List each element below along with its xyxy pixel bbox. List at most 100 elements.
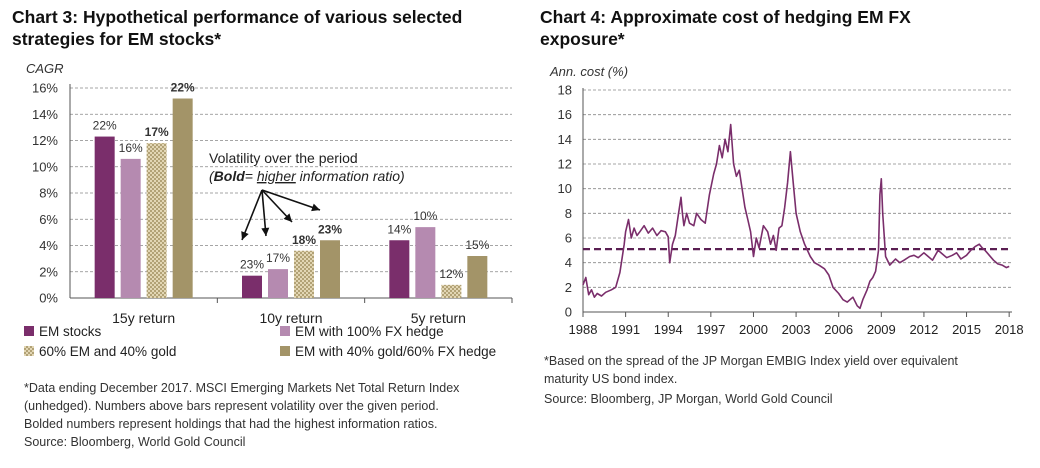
x-tick-label: 2000	[739, 322, 768, 337]
annotation-line-2: (Bold= higher information ratio)	[209, 168, 405, 184]
y-tick-label: 6	[565, 231, 572, 246]
y-axis-label: Ann. cost (%)	[549, 64, 628, 79]
annotation-underline: higher	[257, 168, 297, 184]
legend-label: EM stocks	[39, 324, 102, 339]
y-tick-label: 8%	[39, 186, 58, 201]
bar-data-label: 23%	[318, 222, 342, 236]
arrow-head	[241, 231, 249, 240]
y-tick-label: 14	[558, 132, 572, 147]
y-tick-label: 10	[558, 181, 572, 196]
annotation-open: (	[209, 168, 215, 184]
line-chart: Ann. cost (%) 0 2 4 6 8 10 12 14 16 18 1988 1991 1994…	[549, 64, 1024, 337]
bar-data-label: 12%	[439, 267, 463, 281]
annotation-arrow	[261, 189, 321, 211]
bar-data-label: 17%	[145, 125, 169, 139]
legend-swatch	[280, 346, 290, 356]
bar	[172, 98, 193, 298]
bar-data-label: 10%	[413, 209, 437, 223]
y-tick-label: 6%	[39, 212, 58, 227]
chart-3-footnote-line-3: Bolded numbers represent holdings that h…	[24, 417, 438, 431]
arrow-head	[283, 213, 292, 222]
chart-3-title-line-2: strategies for EM stocks*	[12, 29, 222, 49]
legend-swatch	[280, 326, 290, 336]
bar	[320, 240, 340, 298]
x-tick-label: 2012	[909, 322, 938, 337]
y-tick-label: 18	[558, 83, 572, 98]
x-tick-label: 15y return	[112, 310, 175, 326]
bar-data-label: 16%	[119, 141, 143, 155]
chart-4-title-line-2: exposure*	[540, 29, 625, 49]
y-tick-label: 4%	[39, 238, 58, 253]
annotation-eq: =	[245, 168, 257, 184]
chart-4-footnote-line-1: *Based on the spread of the JP Morgan EM…	[544, 354, 958, 368]
x-tick-label: 2006	[824, 322, 853, 337]
bar	[389, 240, 410, 298]
chart-3-title: Chart 3: Hypothetical performance of var…	[12, 6, 522, 50]
x-tick-label: 1997	[696, 322, 725, 337]
chart-3-footnote-line-2: (unhedged). Numbers above bars represent…	[24, 399, 439, 413]
y-tick-label: 10%	[32, 159, 58, 174]
x-tick-label: 1991	[611, 322, 640, 337]
bar-data-label: 22%	[93, 119, 117, 133]
y-tick-label: 0%	[39, 291, 58, 306]
chart-4-footnote: *Based on the spread of the JP Morgan EM…	[544, 352, 1024, 408]
y-tick-label: 2%	[39, 264, 58, 279]
legend-swatch	[24, 326, 34, 336]
arrow-head	[311, 203, 320, 212]
bar-data-label: 17%	[266, 251, 290, 265]
x-tick-label: 2015	[952, 322, 981, 337]
bar-data-label: 22%	[171, 81, 195, 95]
legend-swatch	[24, 346, 34, 356]
arrow-head	[261, 227, 270, 236]
x-tick-label: 2003	[782, 322, 811, 337]
y-tick-label: 2	[565, 280, 572, 295]
legend-label: EM with 40% gold/60% FX hedge	[295, 344, 496, 359]
annotation-line-1: Volatility over the period	[209, 150, 358, 166]
chart-4-source: Source: Bloomberg, JP Morgan, World Gold…	[544, 392, 833, 406]
x-tick-label: 5y return	[411, 310, 466, 326]
chart-3-source: Source: Bloomberg, World Gold Council	[24, 435, 246, 449]
bar-data-label: 15%	[465, 238, 489, 252]
annotation-rest: information ratio)	[296, 168, 405, 184]
y-tick-label: 12%	[32, 133, 58, 148]
y-axis-label: CAGR	[26, 61, 64, 76]
y-tick-label: 0	[565, 305, 572, 320]
x-tick-label: 2009	[867, 322, 896, 337]
annotation-bold: Bold	[214, 168, 246, 184]
chart-4-footnote-line-2: maturity US bond index.	[544, 372, 678, 386]
chart-3-footnote: *Data ending December 2017. MSCI Emergin…	[24, 379, 524, 451]
bar	[94, 136, 115, 298]
y-tick-label: 14%	[32, 107, 58, 122]
chart-4-panel: Chart 4: Approximate cost of hedging EM …	[540, 0, 1040, 468]
bar-data-label: 23%	[240, 258, 264, 272]
bar	[415, 227, 436, 298]
chart-3-title-line-1: Chart 3: Hypothetical performance of var…	[12, 7, 463, 27]
chart-3-footnote-line-1: *Data ending December 2017. MSCI Emergin…	[24, 381, 460, 395]
y-tick-label: 16	[558, 107, 572, 122]
x-tick-label: 1988	[569, 322, 598, 337]
x-tick-label: 2018	[995, 322, 1024, 337]
annotation-arrow	[241, 189, 263, 241]
y-tick-label: 12	[558, 157, 572, 172]
bar-data-label: 14%	[387, 222, 411, 236]
x-tick-label: 1994	[654, 322, 683, 337]
chart-4-title: Chart 4: Approximate cost of hedging EM …	[540, 6, 1030, 50]
legend-label: 60% EM and 40% gold	[39, 344, 176, 359]
bar	[268, 269, 288, 298]
bar	[294, 250, 314, 298]
chart-4-title-line-1: Chart 4: Approximate cost of hedging EM …	[540, 7, 911, 27]
chart-3-panel: Chart 3: Hypothetical performance of var…	[12, 6, 524, 451]
legend-label: EM with 100% FX hedge	[295, 324, 444, 339]
y-tick-label: 16%	[32, 81, 58, 96]
y-tick-label: 8	[565, 206, 572, 221]
y-tick-label: 4	[565, 255, 572, 270]
bar	[467, 256, 488, 298]
bar	[146, 143, 167, 298]
bar	[120, 158, 141, 298]
x-tick-label: 10y return	[259, 310, 322, 326]
bar-data-label: 18%	[292, 233, 316, 247]
bar	[242, 275, 262, 298]
bar	[441, 284, 462, 298]
hedging-cost-line	[582, 123, 1010, 310]
